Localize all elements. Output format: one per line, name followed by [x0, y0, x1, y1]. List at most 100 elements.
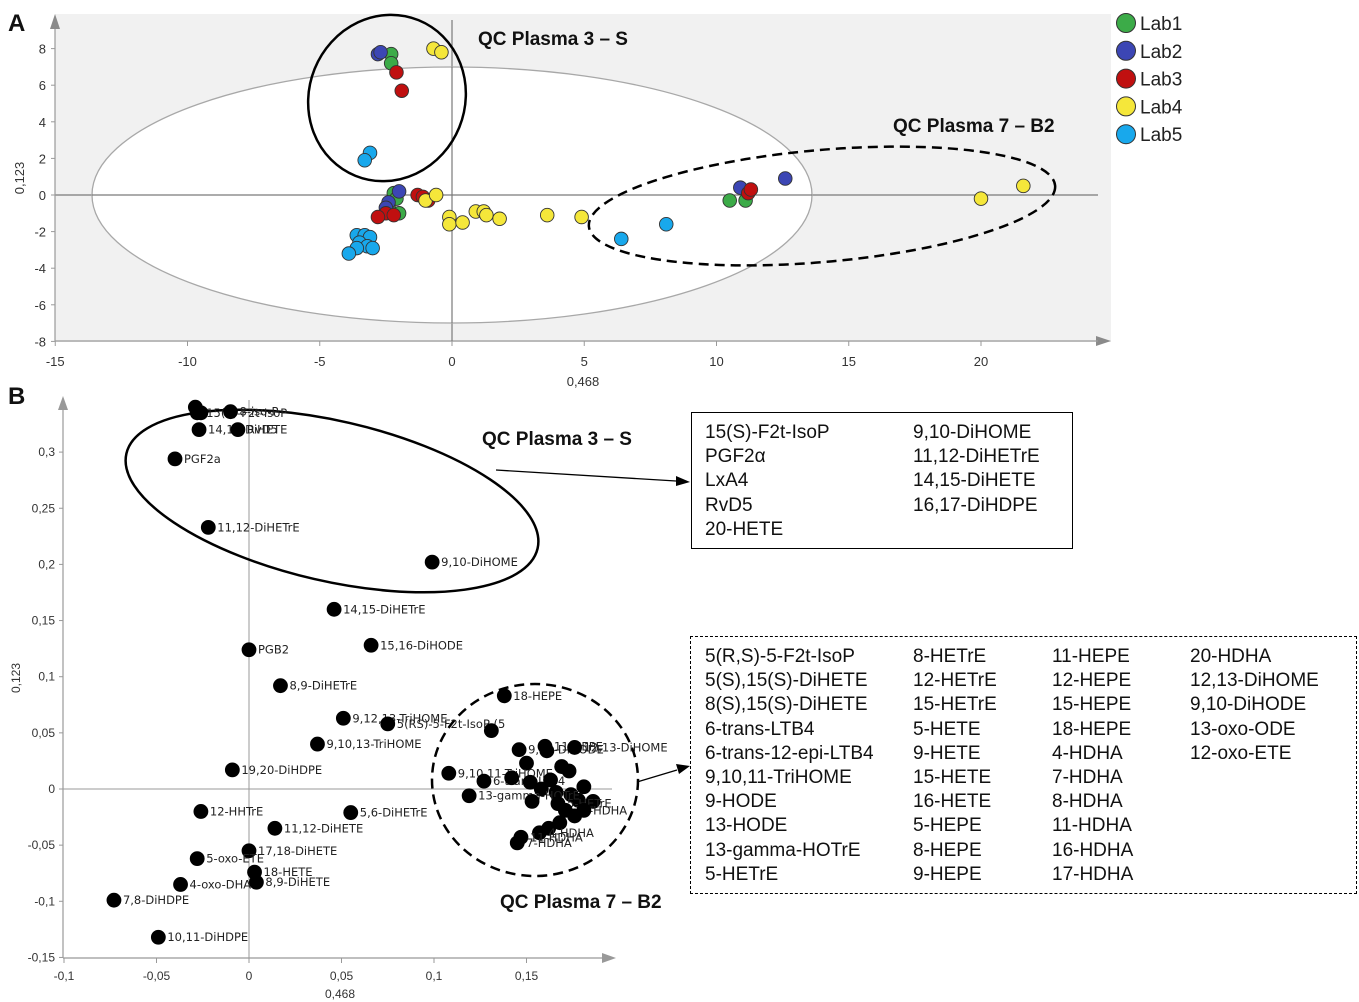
panel-a-x-tick-label: -5: [314, 354, 326, 369]
panel-a-x-tick-label: -10: [178, 354, 197, 369]
panel-a-x-tick-label: 15: [842, 354, 856, 369]
arrow-qc3: [495, 469, 677, 482]
qc3-column-1: 15(S)-F2t-IsoP PGF2α LxA4 RvD5 20-HETE: [705, 421, 830, 542]
panel-b-point: [532, 825, 547, 841]
panel-a-point-lab4: [1016, 178, 1031, 194]
compound-name: 15(S)-F2t-IsoP: [705, 422, 830, 443]
panel-b-point: [326, 601, 342, 617]
compound-name: 9,10,11-TriHOME: [705, 766, 852, 788]
compound-name: 12-HEPE: [1052, 670, 1132, 692]
compound-name: 13-gamma-HOTrE: [705, 839, 861, 861]
compound-name: 5-HETE: [913, 718, 981, 740]
panel-a-point-lab1: [722, 193, 737, 208]
compound-name: 5(S),15(S)-DiHETE: [705, 670, 868, 692]
compound-name: 6-trans-12-epi-LTB4: [705, 742, 874, 764]
panel-b-point-label: 4-oxo-DHA: [190, 877, 252, 891]
panel-b-point-label: 7,8-DiHDPE: [123, 893, 189, 907]
panel-b-point: [191, 422, 207, 438]
panel-b-point-label: RvD5: [247, 423, 278, 437]
panel-b-point-label: 15,16-DiHODE: [380, 638, 463, 652]
panel-b-point: [380, 716, 396, 732]
panel-b-point: [576, 779, 592, 795]
panel-b-y-tick-label: 0,2: [38, 557, 55, 571]
legend-label-lab1: Lab1: [1140, 14, 1182, 35]
compound-name: 5-HEPE: [913, 815, 982, 837]
panel-b-point-label: 5,6-DiHETrE: [360, 806, 428, 820]
panel-b-point-label: 14,15-DiHETE: [208, 423, 287, 437]
panel-b-annotation-qc7: QC Plasma 7 – B2: [500, 892, 662, 913]
compound-name: 18-HEPE: [1052, 718, 1132, 740]
panel-a-qc3-ellipse: [306, 13, 468, 183]
qc7-compound-box: 5(R,S)-5-F2t-IsoP 5(S),15(S)-DiHETE 8(S),1…: [690, 636, 1357, 894]
panel-b-x-arrow: [602, 953, 616, 963]
panel-b-point-label: 10,11-DiHDPE: [167, 930, 248, 944]
legend-label-lab2: Lab2: [1140, 42, 1182, 63]
compound-name: 13-HODE: [705, 815, 788, 837]
qc3-compound-box: 15(S)-F2t-IsoP PGF2α LxA4 RvD5 20-HETE 9,10-…: [691, 412, 1073, 549]
panel-b-point: [509, 835, 525, 851]
panel-b-point-label: 7-HDHA: [526, 836, 572, 850]
panel-a-point-lab4: [479, 207, 494, 223]
panel-b-point: [193, 405, 209, 421]
panel-b-y-tick-label: 0: [48, 782, 55, 796]
panel-b-point: [335, 710, 351, 726]
panel-a-point-lab3: [389, 65, 404, 80]
panel-a-x-axis-label: 0,468: [567, 374, 600, 389]
compound-name: 12,13-DiHOME: [1190, 670, 1319, 692]
panel-b-point: [273, 678, 288, 694]
compound-name: 7-HDHA: [1052, 766, 1123, 788]
panel-b-point: [524, 793, 540, 809]
panel-b-point: [567, 808, 582, 824]
compound-name: LxA4: [705, 470, 749, 492]
panel-b-x-tick-label: -0,1: [54, 969, 75, 983]
panel-b-point-label: 18-HETE: [264, 865, 313, 879]
panel-b-y-tick-label: 0,05: [32, 726, 56, 740]
panel-b-point: [543, 772, 558, 788]
compound-name: 12-HETrE: [913, 670, 997, 692]
legend-label-lab3: Lab3: [1140, 70, 1182, 91]
panel-b-point: [476, 773, 492, 789]
panel-b-point: [567, 740, 582, 755]
panel-b-point-label: 11,12-DiHETE: [284, 821, 363, 835]
panel-b-point-label: 4-HDHA: [548, 826, 594, 840]
panel-b-point-label: 11,12-DiHETrE: [217, 520, 299, 534]
compound-name: 5-HETrE: [705, 863, 779, 885]
panel-b-y-tick-label: 0,3: [38, 445, 55, 459]
panel-b-point-label: PGB2: [258, 643, 289, 657]
panel-b-x-axis-label: 0,468: [325, 987, 355, 1001]
compound-name: 8(S),15(S)-DiHETE: [705, 694, 868, 716]
panel-b-point: [241, 843, 257, 859]
panel-b-y-tick-label: -0,15: [28, 950, 56, 964]
panel-a-y-tick-label: 4: [39, 115, 46, 130]
panel-b-point-label: 9,10,13-TriHOME: [326, 737, 421, 751]
panel-a-y-tick-label: 8: [39, 42, 46, 57]
compound-name: 16,17-DiHDPE: [913, 494, 1038, 516]
compound-name: 15-HETrE: [913, 694, 997, 716]
compound-name: 20-HDHA: [1190, 646, 1272, 667]
panel-b-point: [504, 770, 520, 786]
panel-b-point: [424, 554, 440, 570]
panel-b-x-tick-label: 0: [246, 969, 253, 983]
compound-name: 9-HEPE: [913, 863, 982, 885]
compound-name: 8-HETrE: [913, 646, 987, 667]
panel-b-point: [539, 743, 555, 759]
panel-a-letter: A: [8, 10, 25, 37]
panel-b-point: [200, 519, 216, 535]
panel-b-point: [189, 851, 205, 867]
panel-a-x-tick-label: 20: [974, 354, 988, 369]
panel-b-point: [193, 804, 209, 819]
legend-marker-lab1: [1116, 13, 1136, 33]
legend-label-lab5: Lab5: [1140, 125, 1182, 146]
panel-a-y-tick-label: 2: [39, 151, 46, 166]
panel-a-annotation-qc7: QC Plasma 7 – B2: [893, 116, 1055, 137]
compound-name: 4-HDHA: [1052, 742, 1123, 764]
compound-name: 13-oxo-ODE: [1190, 718, 1296, 740]
panel-a-y-axis-label: 0,123: [12, 162, 27, 195]
panel-b: B -0,15-0,1-0,0500,050,10,150,20,250,3-0…: [8, 383, 690, 1001]
panel-a-x-tick-label: 10: [709, 354, 723, 369]
panel-a-point-lab5: [658, 217, 674, 232]
panel-b-point: [519, 755, 534, 771]
panel-a-point-lab5: [614, 231, 629, 247]
compound-name: 15-HEPE: [1052, 694, 1132, 716]
